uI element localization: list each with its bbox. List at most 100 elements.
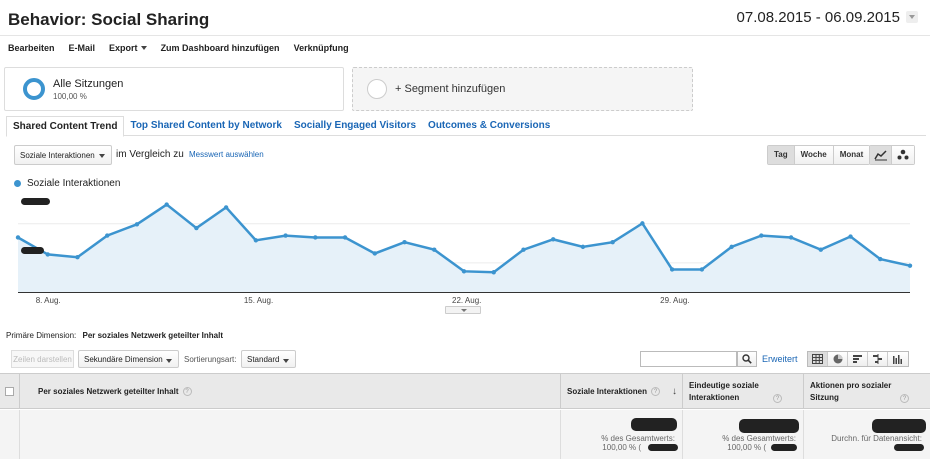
legend-label: Soziale Interaktionen: [27, 178, 121, 189]
header-dimension-label[interactable]: Per soziales Netzwerk geteilter Inhalt: [38, 387, 179, 396]
comparison-icon[interactable]: [868, 352, 888, 366]
tab-top-shared-content[interactable]: Top Shared Content by Network: [130, 120, 282, 131]
date-range-picker[interactable]: 07.08.2015 - 06.09.2015: [737, 6, 918, 28]
data-point[interactable]: [610, 239, 615, 245]
data-point[interactable]: [788, 235, 794, 240]
help-icon[interactable]: ?: [182, 387, 192, 396]
redacted-value: [739, 419, 799, 433]
data-point[interactable]: [402, 239, 407, 245]
sort-type-value[interactable]: Standard: [247, 354, 280, 364]
data-table-icon[interactable]: [808, 352, 828, 366]
redacted-value: [872, 419, 926, 433]
metric-select[interactable]: Soziale Interaktionen: [14, 145, 112, 165]
select-metric-link[interactable]: Messwert auswählen: [189, 150, 264, 159]
chart-resize-handle[interactable]: [445, 306, 481, 314]
header-dimension[interactable]: Per soziales Netzwerk geteilter Inhalt ?: [20, 374, 561, 409]
period-month-button[interactable]: Monat: [833, 146, 870, 164]
header-col1-label[interactable]: Soziale Interaktionen: [567, 387, 648, 396]
export-label[interactable]: Export: [109, 43, 138, 53]
header-col3-label[interactable]: Aktionen pro sozialer Sitzung: [810, 380, 892, 402]
data-point[interactable]: [907, 263, 913, 268]
data-point[interactable]: [134, 222, 140, 227]
chevron-down-icon[interactable]: [906, 11, 918, 23]
edit-button[interactable]: Bearbeiten: [8, 43, 55, 53]
data-point[interactable]: [313, 235, 318, 240]
caret-down-icon: [283, 359, 289, 363]
data-point[interactable]: [75, 255, 80, 260]
data-point[interactable]: [105, 233, 110, 238]
col1-pct-text: 100,00 % (: [602, 443, 641, 452]
shortcut-button[interactable]: Verknüpfung: [293, 43, 349, 53]
chart-legend: Soziale Interaktionen: [14, 178, 120, 189]
header-actions-per-session[interactable]: Aktionen pro sozialer Sitzung ?: [804, 374, 930, 409]
redacted-value: [648, 444, 678, 451]
data-point[interactable]: [848, 234, 853, 239]
search-icon[interactable]: [737, 351, 757, 367]
header-unique-social-interactions[interactable]: Eindeutige soziale Interaktionen ?: [683, 374, 804, 409]
data-point[interactable]: [253, 238, 259, 243]
bar-chart-icon[interactable]: [848, 352, 868, 366]
redacted-axis-label: [21, 198, 50, 205]
date-range-text[interactable]: 07.08.2015 - 06.09.2015: [736, 8, 900, 26]
data-point[interactable]: [878, 256, 883, 262]
data-point[interactable]: [45, 252, 50, 257]
data-point[interactable]: [699, 267, 705, 272]
line-chart-icon[interactable]: [870, 146, 892, 164]
data-point[interactable]: [729, 244, 734, 250]
tab-outcomes-conversions[interactable]: Outcomes & Conversions: [428, 120, 551, 131]
header-col2-label[interactable]: Eindeutige soziale Interaktionen: [689, 380, 759, 402]
data-point[interactable]: [372, 251, 377, 256]
add-segment-button[interactable]: + Segment hinzufügen: [352, 67, 693, 111]
data-point[interactable]: [521, 247, 526, 252]
data-point[interactable]: [551, 237, 556, 242]
period-week-button[interactable]: Woche: [794, 146, 834, 164]
header-social-interactions[interactable]: Soziale Interaktionen ? ↓: [561, 374, 683, 409]
motion-chart-icon[interactable]: [892, 146, 914, 164]
period-toggle: Tag Woche Monat: [767, 145, 871, 165]
tab-socially-engaged-visitors[interactable]: Socially Engaged Visitors: [293, 120, 417, 131]
data-point[interactable]: [491, 270, 496, 275]
term-cloud-icon[interactable]: [888, 352, 908, 366]
advanced-filter-link[interactable]: Erweitert: [762, 354, 798, 364]
segment-ring-icon: [23, 78, 45, 100]
period-day-button[interactable]: Tag: [768, 146, 795, 164]
primary-dimension-value[interactable]: Per soziales Netzwerk geteilter Inhalt: [82, 331, 223, 340]
report-tabs: Shared Content Trend Top Shared Content …: [6, 116, 926, 137]
segment-all-sessions[interactable]: Alle Sitzungen 100,00 %: [4, 67, 344, 111]
data-point[interactable]: [818, 247, 823, 252]
select-all-checkbox[interactable]: [5, 387, 14, 396]
pie-chart-icon[interactable]: [828, 352, 848, 366]
export-button[interactable]: Export: [109, 43, 147, 53]
trend-chart[interactable]: 8. Aug. 15. Aug. 22. Aug. 29. Aug.: [0, 190, 930, 308]
help-icon[interactable]: ?: [773, 394, 782, 403]
data-point[interactable]: [194, 225, 199, 231]
sort-type-select[interactable]: Standard: [241, 350, 296, 368]
totals-checkbox-cell: [0, 410, 20, 459]
secondary-dimension-select[interactable]: Sekundäre Dimension: [78, 350, 179, 368]
email-button[interactable]: E-Mail: [68, 43, 96, 53]
caret-down-icon: [99, 154, 105, 158]
data-point[interactable]: [759, 233, 764, 238]
data-point[interactable]: [580, 244, 586, 250]
data-point[interactable]: [164, 202, 169, 207]
data-point[interactable]: [461, 269, 467, 274]
sort-descending-icon[interactable]: ↓: [672, 386, 677, 397]
data-point[interactable]: [223, 205, 229, 210]
table-search-input[interactable]: [640, 351, 737, 367]
compare-label: im Vergleich zu: [116, 149, 184, 160]
data-point[interactable]: [15, 235, 21, 240]
help-icon[interactable]: ?: [651, 387, 661, 396]
data-point[interactable]: [283, 233, 288, 238]
metric-select-value[interactable]: Soziale Interaktionen: [20, 150, 95, 160]
data-point[interactable]: [342, 235, 348, 240]
plot-rows-button[interactable]: Zeilen darstellen: [11, 350, 74, 368]
help-icon[interactable]: ?: [900, 394, 909, 403]
series-area: [18, 204, 910, 292]
primary-dimension: Primäre Dimension: Per soziales Netzwerk…: [6, 331, 223, 340]
data-point[interactable]: [432, 247, 437, 252]
data-point[interactable]: [640, 221, 645, 226]
data-point[interactable]: [669, 267, 675, 272]
secondary-dimension-label[interactable]: Sekundäre Dimension: [84, 354, 163, 364]
add-to-dashboard-button[interactable]: Zum Dashboard hinzufügen: [160, 43, 280, 53]
tab-shared-content-trend[interactable]: Shared Content Trend: [6, 116, 125, 137]
